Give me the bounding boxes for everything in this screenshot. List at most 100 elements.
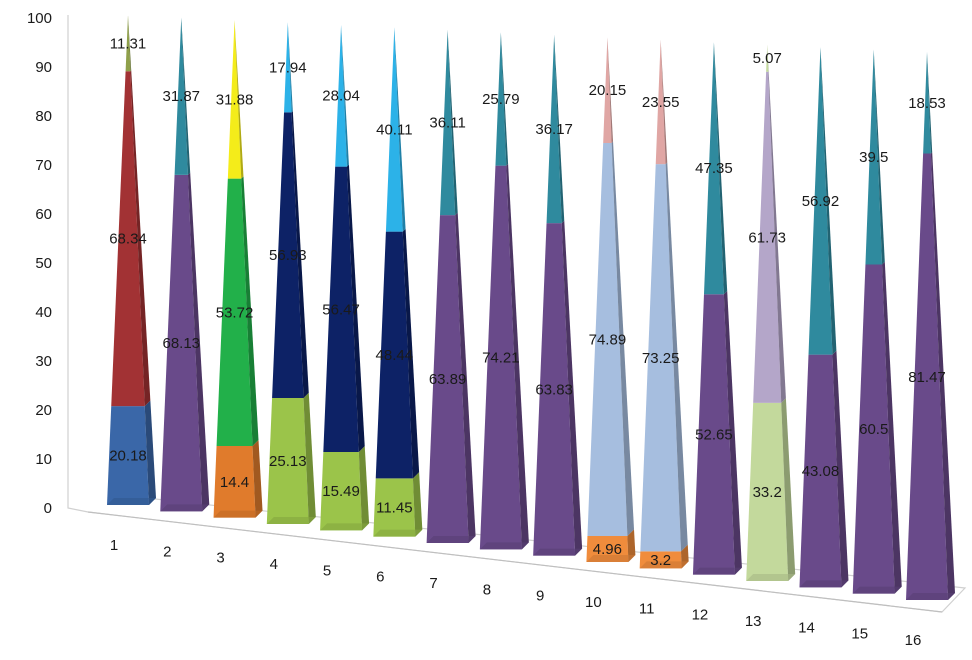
x-category-label: 5: [323, 562, 331, 579]
data-label: 53.72: [216, 304, 254, 321]
y-tick-label: 10: [35, 451, 52, 468]
cone-segment-front: [335, 24, 347, 167]
cone-segment-side: [723, 290, 742, 575]
cone-segment-side: [358, 446, 370, 531]
cone-segment-side: [252, 440, 263, 518]
cone-segment-side: [660, 39, 668, 165]
data-label: 36.11: [429, 114, 465, 131]
data-label: 56.92: [802, 193, 840, 210]
cone-segment-front: [495, 32, 507, 166]
x-category-label: 7: [429, 575, 437, 592]
cone-segment-front: [213, 445, 256, 518]
cone-segment-side: [341, 24, 349, 167]
x-category-label: 14: [798, 619, 815, 636]
cone-segment-front: [284, 22, 292, 113]
cone-segment-front: [546, 34, 562, 224]
x-category-label: 12: [692, 607, 709, 624]
data-label: 74.21: [482, 349, 520, 366]
cone-segment-front: [746, 402, 789, 581]
data-label: 3.2: [650, 552, 671, 569]
cone-segment-side: [144, 400, 156, 505]
data-label: 31.88: [216, 91, 254, 108]
cone-segment-front: [603, 37, 612, 143]
data-label: 20.15: [589, 82, 627, 99]
cone-base-shadow: [586, 555, 636, 562]
data-label: 73.25: [642, 350, 680, 367]
cone-segment-front: [479, 165, 522, 550]
cone-segment-front: [125, 15, 131, 72]
data-label: 11.31: [110, 36, 146, 53]
data-label: 28.04: [322, 88, 360, 105]
cone-segment-side: [346, 164, 365, 453]
cone-base-shadow: [213, 510, 263, 518]
cone-segment-front: [107, 406, 149, 505]
cone-segment-front: [766, 44, 769, 72]
x-category-label: 11: [639, 600, 655, 617]
cone-base-shadow: [852, 586, 902, 594]
cone-segment-side: [287, 22, 293, 113]
cone-segment-front: [655, 39, 666, 165]
data-label: 52.65: [695, 426, 733, 443]
cone-segment-side: [820, 47, 837, 355]
cone-base-shadow: [799, 580, 849, 588]
cone-segment-front: [373, 478, 416, 537]
cone-segment-front: [865, 49, 883, 265]
cone-segment-front: [160, 174, 203, 512]
cone-segment-front: [272, 112, 304, 398]
y-tick-label: 100: [27, 10, 52, 27]
cone-segment-front: [375, 231, 413, 479]
cone-segment-front: [216, 178, 253, 446]
cone-segment-side: [627, 529, 636, 562]
cone-segment-side: [607, 37, 614, 143]
y-tick-label: 90: [35, 59, 52, 76]
cone-base-shadow: [426, 536, 476, 543]
cone-segment-side: [713, 42, 728, 295]
data-label: 15.49: [322, 483, 360, 500]
y-tick-label: 40: [35, 304, 52, 321]
x-category-label: 1: [110, 537, 118, 554]
cone-segment-front: [111, 71, 145, 407]
cone-segment-front: [533, 223, 576, 556]
cone-base-shadow: [160, 504, 210, 512]
cone-segment-front: [587, 142, 628, 536]
cone-segment-side: [187, 172, 210, 512]
data-label: 81.47: [908, 369, 946, 386]
data-label: 47.35: [695, 160, 733, 177]
category-axis: 1 2 3 4 5 6 7 8 9 10 11 12 13 14 15 16: [110, 537, 922, 649]
cone-segment-front: [266, 397, 309, 524]
data-label: 63.89: [429, 371, 467, 388]
cone-segment-side: [291, 111, 309, 398]
cone-segment-side: [241, 176, 259, 446]
cone-segment-side: [455, 212, 476, 544]
cone-segment-front: [227, 19, 242, 179]
x-category-label: 15: [851, 626, 868, 643]
cone-segment-side: [412, 472, 423, 537]
x-category-label: 6: [376, 569, 384, 586]
cone-base-shadow: [533, 548, 583, 556]
data-label: 56.93: [269, 247, 307, 264]
x-category-label: 10: [585, 594, 602, 611]
data-label: 23.55: [642, 94, 680, 111]
cone-segment-front: [923, 52, 931, 154]
cone-segment-front: [753, 71, 782, 403]
cone-segment-side: [927, 52, 933, 154]
data-label: 11.45: [376, 500, 412, 517]
data-label: 20.18: [109, 448, 147, 465]
y-tick-label: 60: [35, 206, 52, 223]
cone-segment-front: [640, 164, 681, 552]
data-label: 36.17: [535, 121, 573, 138]
data-label: 56.47: [322, 301, 360, 318]
y-tick-label: 20: [35, 402, 52, 419]
cone-segment-side: [768, 71, 786, 403]
cone-segment-side: [128, 15, 132, 72]
cone-segment-front: [703, 42, 724, 295]
data-label: 63.83: [535, 381, 573, 398]
cone-segment-front: [852, 264, 895, 594]
cone-series: [107, 15, 955, 600]
cone-segment-front: [426, 215, 469, 543]
y-tick-label: 70: [35, 157, 52, 174]
x-category-label: 4: [270, 556, 278, 573]
cone-segment-front: [906, 153, 948, 600]
y-tick-label: 50: [35, 255, 52, 272]
x-category-label: 8: [483, 581, 491, 598]
